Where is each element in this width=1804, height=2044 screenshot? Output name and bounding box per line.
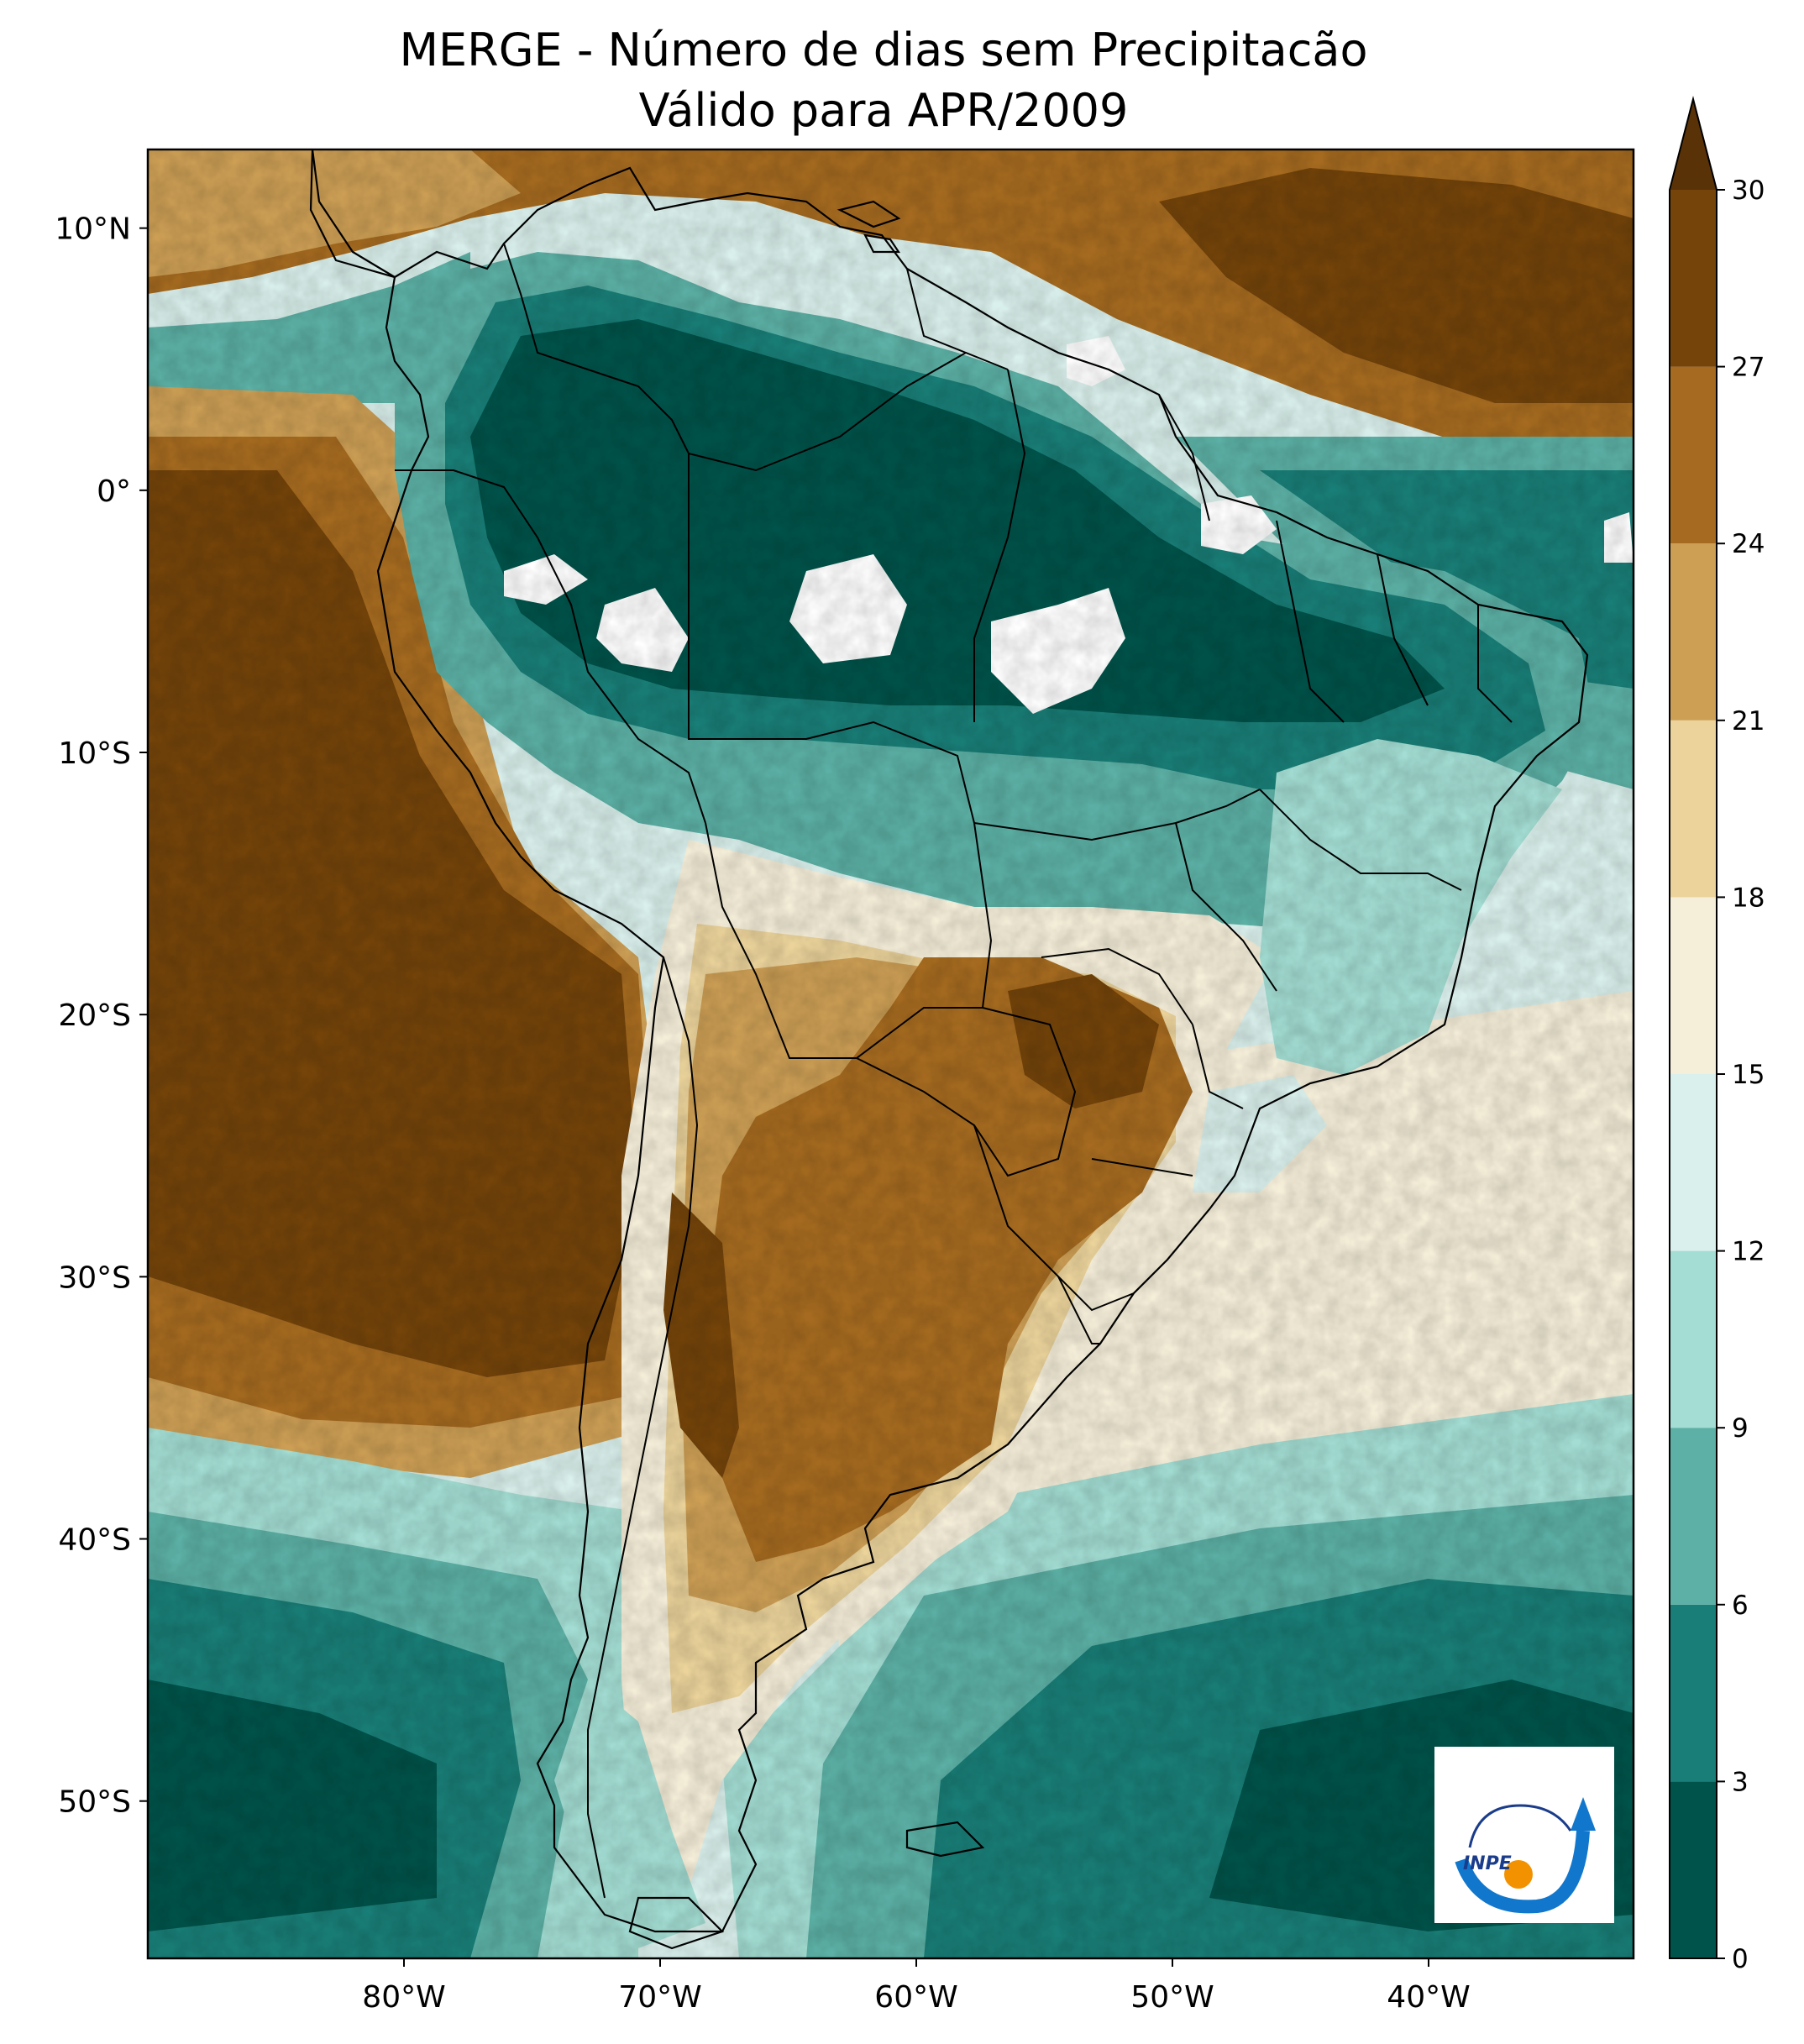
colorbar-extend-arrow xyxy=(1670,99,1717,190)
latitude-tick-labels: 10°N 0° 10°S 20°S 30°S 40°S 50°S xyxy=(55,212,148,1820)
lat-tick-label: 10°N xyxy=(55,212,131,247)
colorbar-segment xyxy=(1670,897,1717,1074)
lat-tick-label: 30°S xyxy=(58,1260,131,1295)
longitude-tick-labels: 80°W 70°W 60°W 50°W 40°W xyxy=(362,1958,1471,2015)
colorbar-segment xyxy=(1670,366,1717,544)
colorbar-tick-label: 30 xyxy=(1732,176,1765,206)
colorbar: 0 3 6 9 12 15 18 21 24 27 30 xyxy=(1669,96,1765,1974)
country-borders xyxy=(395,243,1513,1899)
colorbar-segment xyxy=(1670,720,1717,898)
colorbar-segment xyxy=(1670,1781,1717,1958)
colorbar-segment xyxy=(1670,1604,1717,1782)
colorbar-tick-label: 24 xyxy=(1732,529,1765,559)
inpe-logo: INPE xyxy=(1434,1747,1614,1923)
lon-tick-label: 70°W xyxy=(618,1980,701,2015)
lat-tick-label: 20°S xyxy=(58,998,131,1033)
lat-tick-label: 50°S xyxy=(58,1785,131,1820)
colorbar-segment xyxy=(1670,190,1717,367)
colorbar-tick-label: 21 xyxy=(1732,706,1765,736)
lat-tick-label: 0° xyxy=(97,474,131,509)
colorbar-tick-label: 12 xyxy=(1732,1237,1765,1267)
lon-tick-label: 50°W xyxy=(1130,1980,1214,2015)
colorbar-tick-label: 0 xyxy=(1732,1944,1749,1974)
colorbar-segment xyxy=(1670,1250,1717,1428)
colorbar-tick-label: 18 xyxy=(1732,883,1765,913)
lat-tick-label: 40°S xyxy=(58,1523,131,1558)
lon-tick-label: 80°W xyxy=(362,1980,445,2015)
colorbar-tick-label: 9 xyxy=(1732,1413,1749,1444)
map-frame xyxy=(146,148,1635,1960)
colorbar-tick-label: 27 xyxy=(1732,353,1765,383)
lat-tick-label: 10°S xyxy=(58,736,131,771)
map-title-line2: Válido para APR/2009 xyxy=(639,84,1129,137)
colorbar-segment xyxy=(1670,543,1717,721)
colorbar-segment xyxy=(1670,1428,1717,1605)
colorbar-tick-label: 3 xyxy=(1732,1767,1749,1797)
lon-tick-label: 40°W xyxy=(1387,1980,1470,2015)
colorbar-outline xyxy=(1669,96,1717,1959)
colorbar-tick-label: 6 xyxy=(1732,1591,1749,1621)
map-panel: INPE xyxy=(148,149,1634,1958)
colorbar-segment xyxy=(1670,1074,1717,1251)
lon-tick-label: 60°W xyxy=(874,1980,957,2015)
inpe-logo-text: INPE xyxy=(1463,1853,1512,1874)
map-title-line1: MERGE - Número de dias sem Precipitacão xyxy=(399,24,1367,76)
colorbar-tick-label: 15 xyxy=(1732,1060,1765,1090)
